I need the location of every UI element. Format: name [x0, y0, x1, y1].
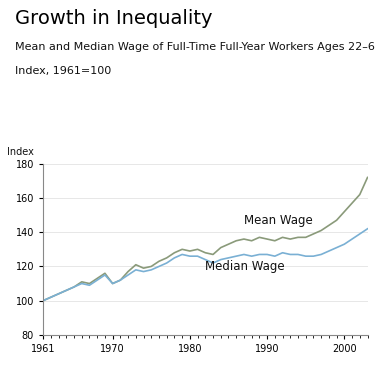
Text: Mean and Median Wage of Full-Time Full-Year Workers Ages 22–65: Mean and Median Wage of Full-Time Full-Y…	[15, 42, 375, 52]
Text: Median Wage: Median Wage	[206, 260, 285, 273]
Text: Index, 1961=100: Index, 1961=100	[15, 66, 111, 76]
Text: Mean Wage: Mean Wage	[244, 214, 313, 227]
Text: Index: Index	[8, 147, 34, 157]
Text: Growth in Inequality: Growth in Inequality	[15, 9, 213, 28]
